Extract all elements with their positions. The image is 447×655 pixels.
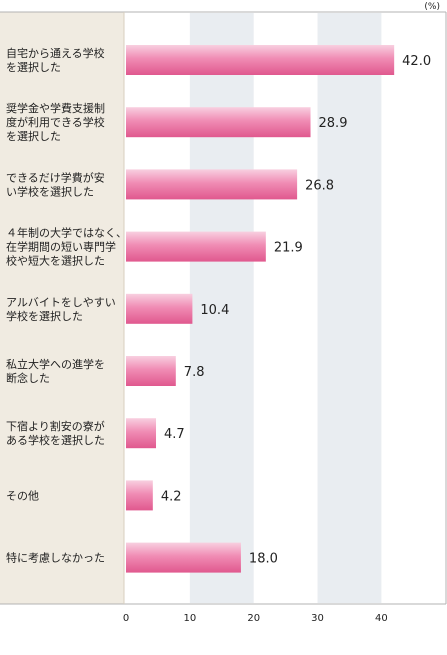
bar — [126, 293, 193, 324]
bar — [126, 169, 298, 200]
bar — [126, 231, 266, 262]
x-tick-label: 20 — [247, 613, 260, 624]
category-label: 私立大学への進学を — [6, 357, 105, 371]
value-label: 4.2 — [161, 489, 182, 504]
category-label: を選択した — [6, 60, 61, 74]
category-label: 在学期間の短い専門学 — [6, 240, 116, 254]
category-label: アルバイトをしやすい — [6, 296, 116, 309]
bar — [126, 542, 241, 573]
grid-band — [317, 13, 382, 603]
category-label: 下宿より割安の寮が — [6, 419, 105, 433]
x-tick-label: 0 — [123, 613, 129, 624]
category-label: い学校を選択した — [6, 184, 94, 198]
category-label: 学校を選択した — [6, 309, 83, 323]
category-label: 断念した — [6, 371, 50, 385]
label-panel — [0, 12, 124, 604]
value-label: 21.9 — [274, 241, 303, 256]
category-label: ある学校を選択した — [6, 433, 105, 447]
value-label: 4.7 — [164, 427, 185, 442]
category-label: 校や短大を選択した — [6, 254, 105, 268]
category-label: できるだけ学費が安 — [6, 170, 105, 184]
x-tick-label: 10 — [183, 613, 196, 624]
value-label: 42.0 — [402, 54, 431, 69]
x-tick-label: 30 — [311, 613, 324, 624]
unit-label: (%) — [424, 2, 440, 12]
category-label: 度が利用できる学校 — [6, 115, 105, 129]
value-label: 10.4 — [200, 303, 229, 318]
category-label: ４年制の大学ではなく、 — [6, 226, 127, 240]
bar — [126, 45, 395, 75]
bar — [126, 107, 311, 138]
bar — [126, 418, 157, 449]
category-label: その他 — [6, 489, 39, 502]
bar — [126, 356, 176, 386]
category-label: を選択した — [6, 129, 61, 143]
value-label: 7.8 — [184, 365, 205, 380]
bar — [126, 480, 153, 511]
category-label: 自宅から通える学校 — [6, 46, 105, 60]
value-label: 18.0 — [249, 552, 278, 567]
category-label: 特に考慮しなかった — [6, 551, 105, 565]
value-label: 26.8 — [305, 178, 334, 193]
category-label: 奨学金や学費支援制 — [6, 101, 105, 115]
value-label: 28.9 — [319, 116, 348, 131]
x-tick-label: 40 — [375, 613, 388, 624]
